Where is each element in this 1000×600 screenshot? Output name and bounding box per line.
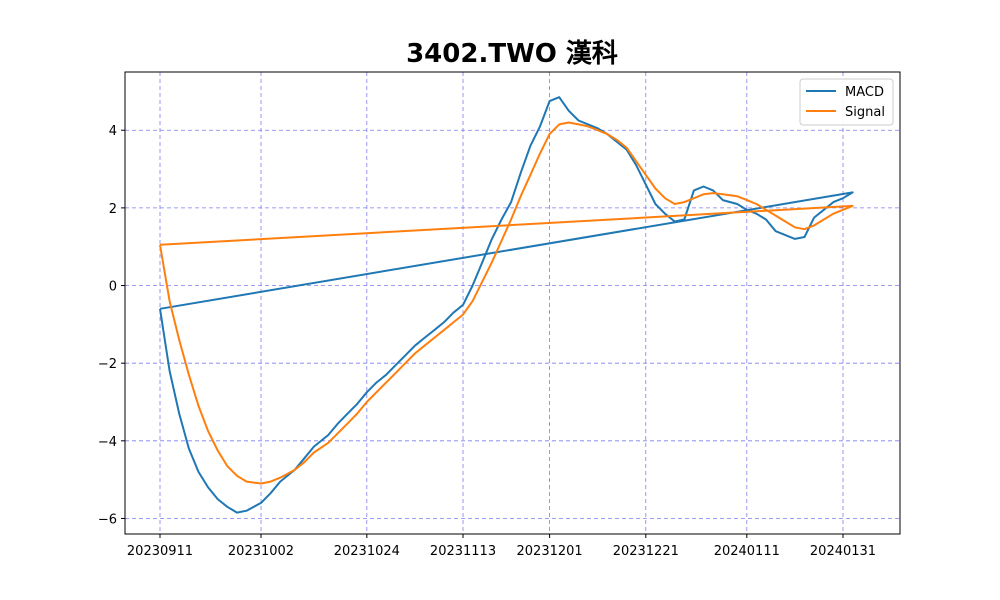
x-tick-label: 20231002 xyxy=(228,544,294,559)
y-tick-label: 4 xyxy=(109,124,117,139)
x-axis: 20230911 20231002 20231024 20231113 20231201… xyxy=(127,534,876,559)
y-axis: 4 2 0 −2 −4 −6 xyxy=(98,124,125,527)
series-line-signal xyxy=(159,121,854,485)
x-tick-label: 20231113 xyxy=(430,544,496,559)
grid-layer xyxy=(125,72,900,534)
plot-area xyxy=(125,72,900,534)
chart-title: 3402.TWO 漢科 xyxy=(406,39,618,69)
y-tick-label: 0 xyxy=(109,280,117,295)
x-tick-label: 20231024 xyxy=(334,544,400,559)
y-tick-label: −6 xyxy=(98,512,117,527)
legend-label-macd: MACD xyxy=(845,85,884,100)
series-layer xyxy=(159,96,854,514)
legend: MACD Signal xyxy=(799,78,894,126)
x-tick-label: 20240131 xyxy=(810,544,876,559)
x-tick-label: 20231221 xyxy=(613,544,679,559)
x-tick-label: 20240111 xyxy=(714,544,780,559)
y-tick-label: −2 xyxy=(98,357,117,372)
x-tick-label: 20231201 xyxy=(517,544,583,559)
x-tick-label: 20230911 xyxy=(127,544,193,559)
y-tick-label: −4 xyxy=(98,435,117,450)
plot-frame xyxy=(124,71,901,535)
legend-label-signal: Signal xyxy=(845,105,885,120)
series-line-macd xyxy=(159,96,854,514)
y-tick-label: 2 xyxy=(109,202,117,217)
